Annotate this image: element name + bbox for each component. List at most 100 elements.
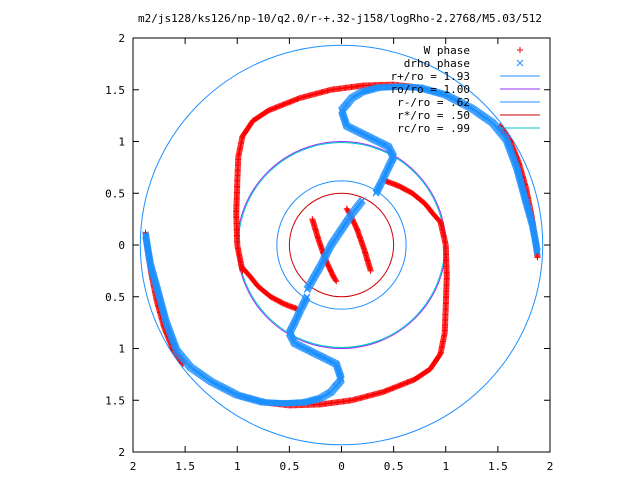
legend-item: rc/ro = .99 xyxy=(397,122,540,135)
data-point xyxy=(504,139,511,147)
data-point xyxy=(503,137,511,144)
data-point xyxy=(507,147,514,155)
data-point xyxy=(505,144,513,151)
x-tick-label: 1 xyxy=(234,460,241,473)
x-tick-label: 0.5 xyxy=(279,460,299,473)
x-tick-label: 1 xyxy=(442,460,449,473)
radius-circle xyxy=(139,44,544,446)
data-point xyxy=(504,140,512,148)
data-point xyxy=(534,254,541,261)
y-tick-label: 2 xyxy=(118,446,125,459)
data-point xyxy=(142,232,150,240)
radius-circle xyxy=(237,142,446,348)
y-tick-label: 2 xyxy=(118,32,125,45)
x-tick-label: 0.5 xyxy=(384,460,404,473)
data-point xyxy=(358,197,366,204)
data-point xyxy=(163,321,171,329)
radius-circle xyxy=(288,192,395,298)
data-point xyxy=(333,278,340,285)
data-point xyxy=(437,219,444,226)
legend-label: ro/ro = 1.00 xyxy=(391,83,470,96)
y-tick-label: 0.5 xyxy=(105,291,125,304)
data-point xyxy=(173,347,181,354)
data-point xyxy=(166,327,173,335)
x-tick-label: 1.5 xyxy=(488,460,508,473)
legend-label: W phase xyxy=(424,44,470,57)
x-tick-label: 2 xyxy=(547,460,554,473)
data-point xyxy=(142,231,149,239)
y-tick-label: 0 xyxy=(118,239,125,252)
data-point xyxy=(511,160,519,168)
data-point xyxy=(508,150,515,157)
data-point xyxy=(169,335,176,343)
y-tick-label: 0.5 xyxy=(105,187,125,200)
y-tick-label: 1 xyxy=(118,136,125,149)
data-point xyxy=(512,161,520,169)
data-point xyxy=(167,332,175,339)
data-point xyxy=(172,346,180,353)
data-point xyxy=(166,329,174,337)
x-tick-label: 1.5 xyxy=(175,460,195,473)
data-point xyxy=(172,344,180,352)
x-tick-label: 0 xyxy=(338,460,345,473)
series-drho-phase xyxy=(142,83,541,407)
data-point xyxy=(508,151,516,158)
data-point xyxy=(168,334,176,342)
data-point xyxy=(502,136,510,143)
data-point xyxy=(165,326,173,333)
data-point xyxy=(172,343,179,351)
data-point xyxy=(235,392,242,399)
data-point xyxy=(508,152,516,160)
data-point xyxy=(511,158,518,165)
axis-ticks: 2 1.5 1 0.5 0 0.5 1 1.5 221.510.500.511.52 xyxy=(105,32,553,473)
data-point xyxy=(165,325,172,332)
data-point xyxy=(503,138,511,146)
chart-title: m2/js128/ks126/np-10/q2.0/r-+.32-j158/lo… xyxy=(138,12,542,25)
data-point xyxy=(170,340,178,347)
radius-circle xyxy=(276,180,407,310)
legend-swatch-marker xyxy=(517,47,523,53)
data-point xyxy=(534,248,541,256)
data-point xyxy=(436,218,443,225)
data-point xyxy=(142,233,150,241)
data-point xyxy=(441,91,448,98)
data-point xyxy=(505,143,513,150)
legend-item: drho phase xyxy=(404,57,524,70)
data-point xyxy=(507,148,515,156)
data-point xyxy=(169,337,177,345)
data-point xyxy=(510,155,517,163)
data-point xyxy=(164,322,172,330)
data-point xyxy=(511,159,519,167)
legend-item: r*/ro = .50 xyxy=(397,109,540,122)
plot-frame xyxy=(132,37,551,453)
data-point xyxy=(509,153,517,161)
legend-item: r+/ro = 1.93 xyxy=(391,70,540,83)
data-series xyxy=(142,81,541,409)
legend-item: r-/ro = .62 xyxy=(397,96,540,109)
data-point xyxy=(240,265,247,272)
data-point xyxy=(337,373,345,381)
data-point xyxy=(171,342,179,350)
y-tick-label: 1.5 xyxy=(105,84,125,97)
data-point xyxy=(338,109,346,117)
data-point xyxy=(168,333,175,340)
y-tick-label: 1.5 xyxy=(105,394,125,407)
data-point xyxy=(170,339,178,346)
x-tick-label: 2 xyxy=(130,460,137,473)
legend-label: r-/ro = .62 xyxy=(397,96,470,109)
data-point xyxy=(506,145,514,153)
data-point xyxy=(505,141,512,149)
data-point xyxy=(533,247,541,255)
data-point xyxy=(506,146,514,154)
data-point xyxy=(510,157,518,164)
legend-label: r*/ro = .50 xyxy=(397,109,470,122)
legend-item: W phase xyxy=(424,44,523,57)
plot-border xyxy=(132,37,551,453)
data-point xyxy=(344,206,351,213)
data-point xyxy=(169,336,177,344)
series-w-phase xyxy=(142,81,541,409)
data-point xyxy=(332,277,339,284)
